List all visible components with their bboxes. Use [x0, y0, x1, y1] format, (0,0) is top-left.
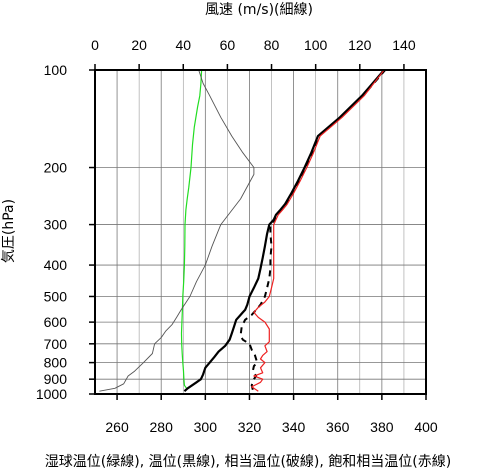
- left-tick-label: 800: [44, 355, 68, 371]
- x-axis-label: 湿球温位(緑線), 温位(黒線), 相当温位(破線), 飽和相当温位(赤線): [45, 453, 451, 470]
- left-tick-label: 700: [44, 336, 68, 352]
- top-tick-label: 120: [348, 37, 372, 53]
- y-axis-label: 気圧(hPa): [1, 199, 17, 263]
- series-line-wet-bulb: [180, 69, 203, 389]
- top-tick-label: 60: [220, 37, 236, 53]
- left-tick-label: 200: [44, 160, 68, 176]
- left-tick-label: 300: [44, 217, 68, 233]
- left-tick-label: 600: [44, 314, 68, 330]
- bottom-tick-label: 280: [150, 419, 174, 435]
- top-tick-label: 100: [304, 37, 328, 53]
- top-tick-label: 140: [392, 37, 416, 53]
- bottom-tick-label: 260: [105, 419, 129, 435]
- left-tick-label: 100: [44, 62, 68, 78]
- bottom-axis-ticks: 260 280 300 320 340 360 380 400: [105, 394, 438, 435]
- plot-frame: [94, 69, 427, 395]
- top-tick-label: 20: [131, 37, 147, 53]
- left-tick-label: 400: [44, 257, 68, 273]
- bottom-tick-label: 300: [194, 419, 218, 435]
- top-tick-label: 40: [175, 37, 191, 53]
- bottom-tick-label: 360: [326, 419, 350, 435]
- series-line-theta-e: [239, 69, 386, 390]
- left-tick-label: 500: [44, 288, 68, 304]
- bottom-tick-label: 400: [414, 419, 438, 435]
- top-tick-label: 0: [91, 37, 99, 53]
- series-line-theta: [183, 69, 385, 393]
- series-layer: [99, 69, 386, 393]
- left-tick-label: 1000: [36, 386, 67, 402]
- grid-lines: [95, 70, 426, 394]
- top-axis-ticks: 0 20 40 60 80 100 120 140: [91, 37, 416, 70]
- chart-title: 風速 (m/s)(細線): [205, 2, 313, 18]
- series-line-wind: [99, 69, 255, 392]
- bottom-tick-label: 380: [370, 419, 394, 435]
- top-tick-label: 80: [264, 37, 280, 53]
- series-line-theta-es: [251, 69, 385, 392]
- bottom-tick-label: 340: [282, 419, 306, 435]
- bottom-tick-label: 320: [238, 419, 262, 435]
- left-tick-label: 900: [44, 371, 68, 387]
